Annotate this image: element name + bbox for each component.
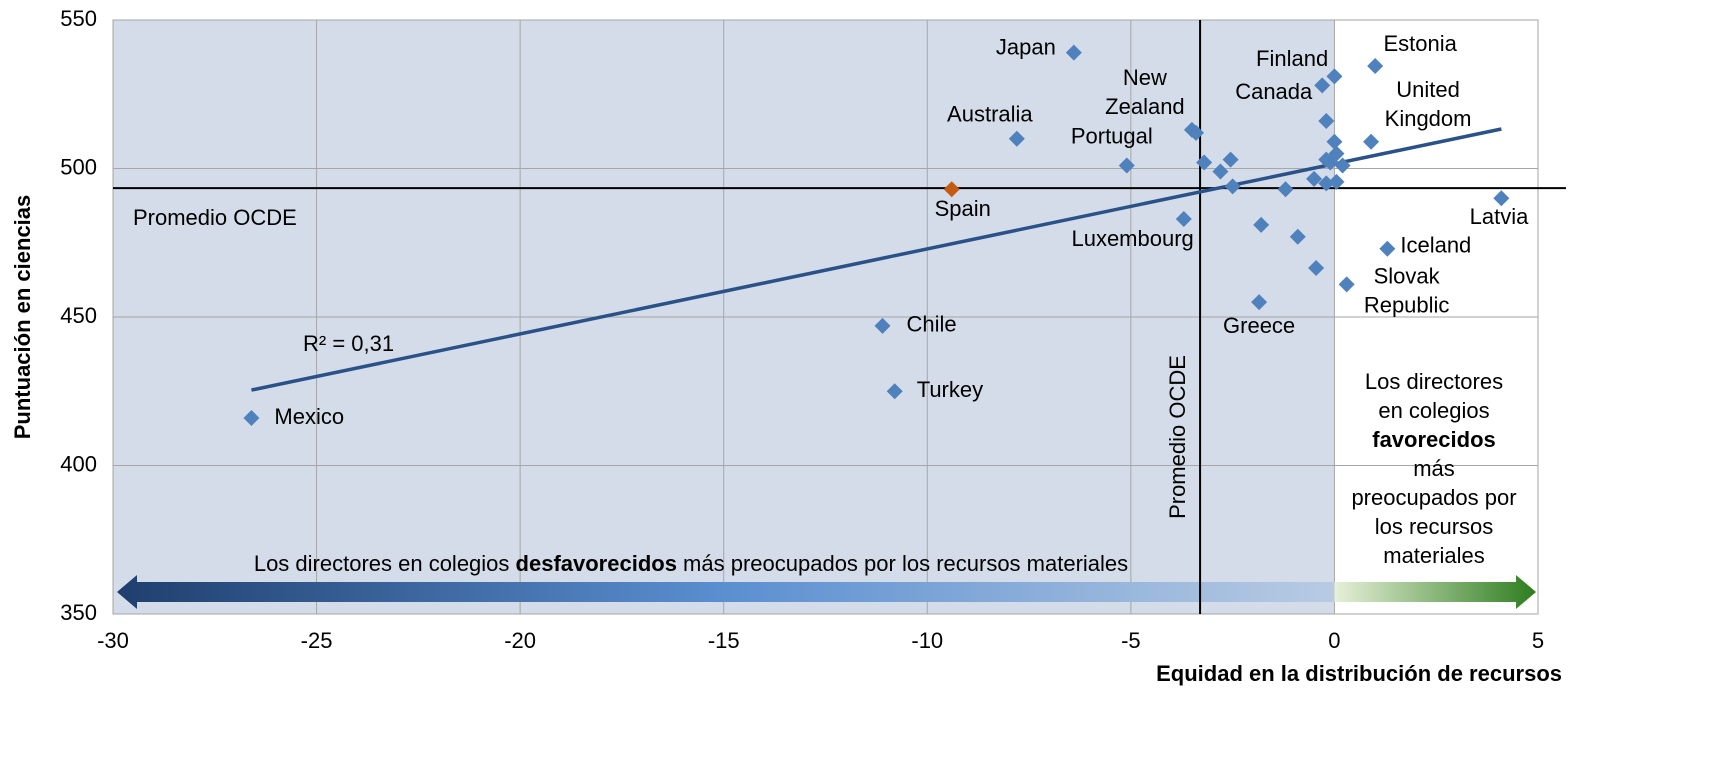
point-label: Iceland [1400,233,1471,258]
x-tick-label: -25 [301,628,333,653]
right-note-line: en colegios [1378,398,1489,423]
trendline [251,127,1502,392]
reference-label: Promedio OCDE [1165,355,1190,519]
point-label: Australia [947,102,1033,127]
point [1363,133,1380,150]
point [1188,124,1204,141]
point-label-line: Zealand [1105,94,1185,119]
x-tick-label: -10 [911,628,943,653]
point-label: Greece [1223,313,1295,338]
point [1118,157,1135,174]
y-tick-label: 450 [60,303,97,328]
point-label: Estonia [1383,31,1457,56]
point-label-line: Kingdom [1385,106,1472,131]
trendline-label: R² = 0,31 [303,331,394,356]
x-tick-label: -15 [708,628,740,653]
point [1328,145,1345,162]
reference-label: Promedio OCDE [133,205,297,230]
arrow-left [117,575,1335,609]
bottom-note-part: Los directores en colegios [254,551,516,576]
x-tick-label: 0 [1328,628,1340,653]
point-label: Slovak Republic [1364,263,1450,317]
y-tick-label: 350 [60,600,97,625]
right-note-line: más [1413,456,1455,481]
y-tick-label: 400 [60,451,97,476]
right-note-line: los recursos [1375,514,1494,539]
point [943,181,960,198]
point-label: New Zealand [1105,65,1185,119]
point [1222,151,1239,168]
point [1334,157,1351,174]
plot-border [112,19,1539,615]
point-label: Finland [1256,46,1328,71]
right-note-line: Los directores [1365,369,1503,394]
point [1251,294,1268,311]
point [1175,210,1192,227]
point [1338,276,1355,293]
point-label: Latvia [1470,204,1529,229]
point [1326,68,1343,85]
point-label-line: Republic [1364,292,1450,317]
arrow-right [1334,575,1536,609]
point [1367,58,1384,75]
point [886,383,903,400]
point [1008,130,1025,147]
bottom-note-part: más preocupados por los recursos materia… [677,551,1128,576]
point [1196,154,1213,171]
point [1318,151,1335,168]
right-note-line: preocupados por [1351,485,1516,510]
point [1212,163,1229,180]
point [1326,133,1343,150]
right-note-line: materiales [1383,543,1484,568]
point [1328,173,1345,190]
point [1277,181,1294,198]
point [1306,170,1323,187]
point [1318,175,1335,192]
point [1253,216,1270,233]
point-label: Mexico [274,404,344,429]
point-label: Canada [1235,79,1313,104]
point-label-line: New [1123,65,1167,90]
point [1308,259,1325,276]
point-label: Turkey [917,377,983,402]
point-label: Japan [996,34,1056,59]
x-tick-label: -30 [97,628,129,653]
point [1493,190,1510,207]
x-axis-label: Equidad en la distribución de recursos [1156,661,1562,686]
point [243,409,260,426]
point [1318,112,1335,129]
y-tick-label: 500 [60,154,97,179]
x-tick-label: 5 [1532,628,1544,653]
y-axis-label: Puntuación en ciencias [10,195,35,440]
point-label: Luxembourg [1071,226,1193,251]
point [874,317,891,334]
point-label: United Kingdom [1385,77,1472,131]
point [1379,240,1396,257]
point-label-line: United [1396,77,1460,102]
y-tick-label: 550 [60,6,97,31]
point [1289,228,1306,245]
point-label: Portugal [1071,123,1153,148]
point-label: Chile [907,312,957,337]
x-tick-label: -5 [1121,628,1141,653]
point-label-line: Slovak [1374,263,1441,288]
point [1314,77,1331,94]
bottom-note: Los directores en colegios desfavorecido… [254,551,1128,576]
x-tick-label: -20 [504,628,536,653]
point-label: Spain [935,196,991,221]
point [1065,44,1082,61]
right-note-line: favorecidos [1372,427,1496,452]
bottom-note-part: desfavorecidos [516,551,677,576]
point [1224,178,1241,195]
